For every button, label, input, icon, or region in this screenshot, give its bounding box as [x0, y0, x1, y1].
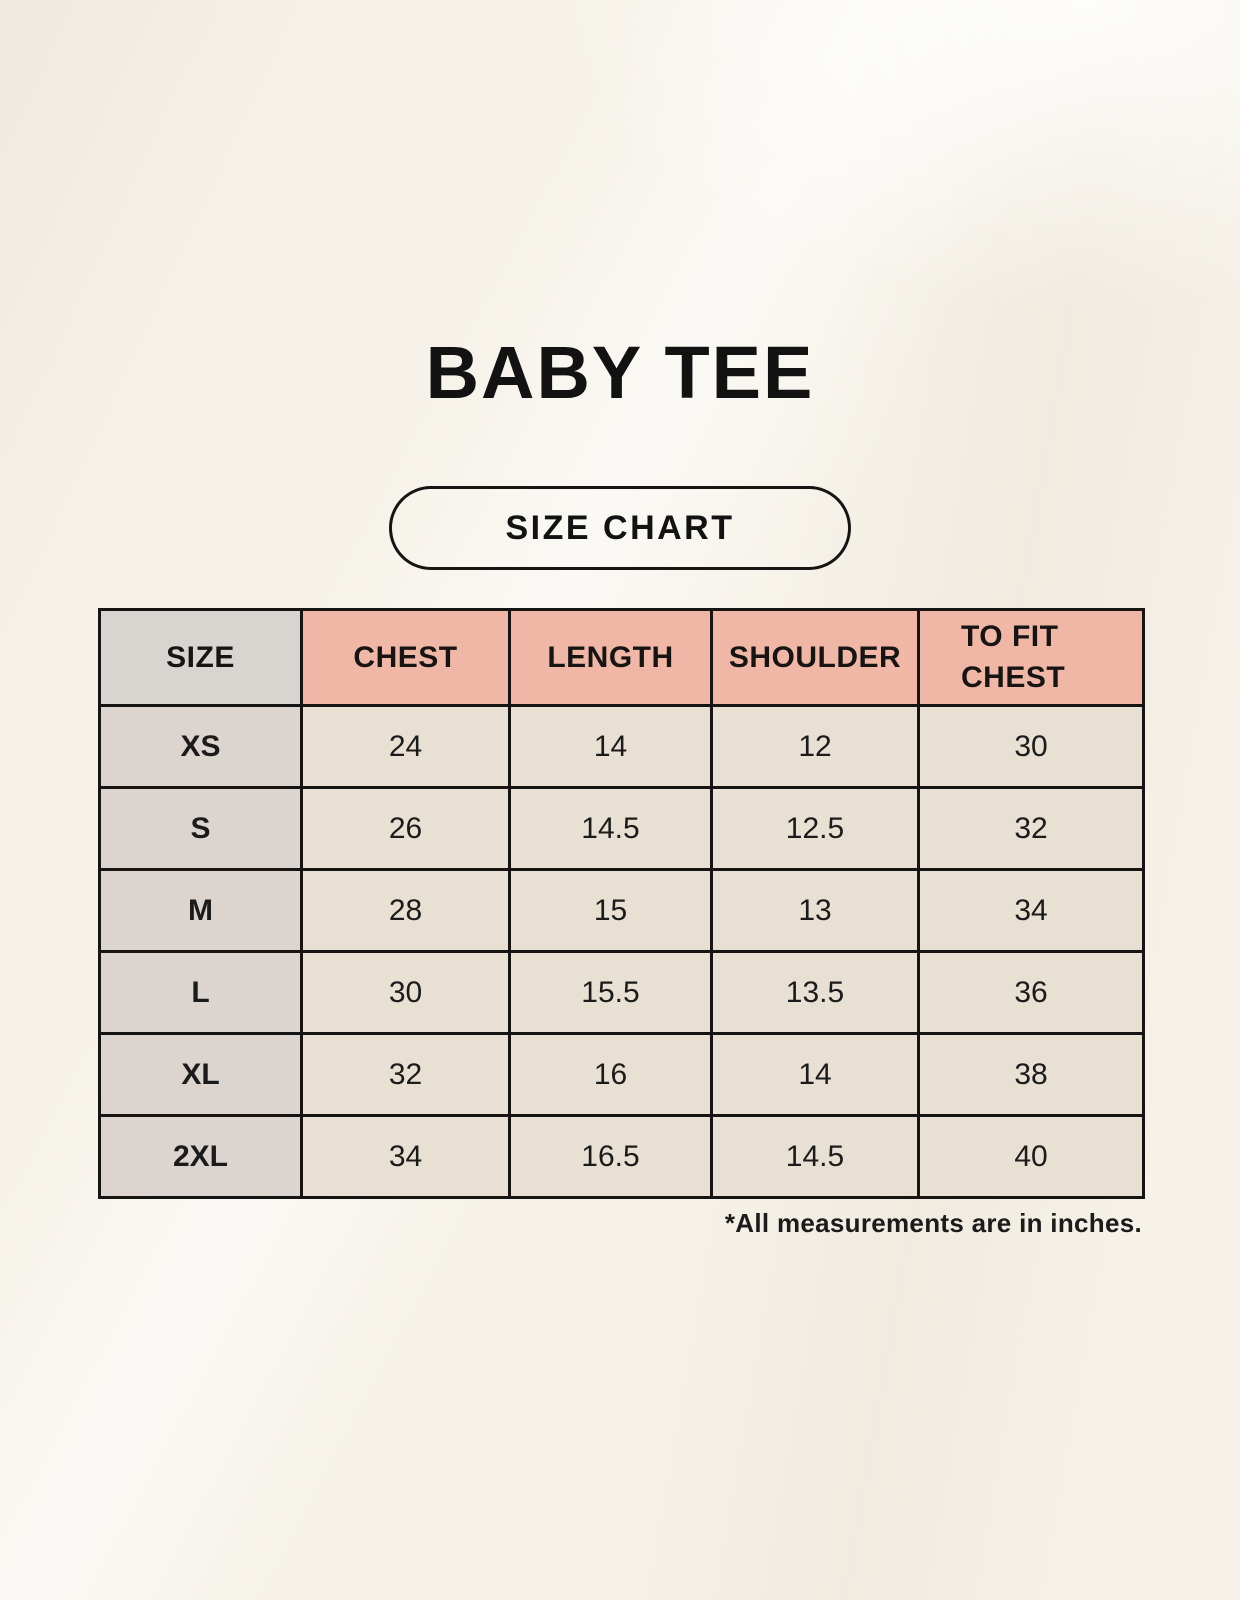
table-cell: 16.5: [508, 1114, 713, 1199]
table-cell: 12: [710, 704, 920, 789]
table-cell: 13.5: [710, 950, 920, 1035]
table-row-2xl: 2XL 34 16.5 14.5 40: [98, 1114, 1145, 1199]
size-chart-button[interactable]: SIZE CHART: [389, 486, 851, 570]
table-cell: 15: [508, 868, 713, 953]
table-cell: 13: [710, 868, 920, 953]
header-row: SIZE CHEST LENGTH SHOULDER TO FIT CHEST: [98, 608, 1145, 707]
size-label: L: [98, 950, 303, 1035]
column-header-size: SIZE: [98, 608, 303, 707]
size-label: S: [98, 786, 303, 871]
size-label: XS: [98, 704, 303, 789]
column-header-to-fit-chest: TO FIT CHEST: [917, 608, 1145, 707]
table-cell: 28: [300, 868, 511, 953]
table-cell: 14.5: [508, 786, 713, 871]
table-cell: 38: [917, 1032, 1145, 1117]
table-cell: 30: [917, 704, 1145, 789]
size-chart-button-label: SIZE CHART: [505, 508, 735, 547]
table-cell: 32: [300, 1032, 511, 1117]
table-row-xl: XL 32 16 14 38: [98, 1032, 1145, 1117]
table-cell: 36: [917, 950, 1145, 1035]
table-cell: 30: [300, 950, 511, 1035]
measurements-footnote: *All measurements are in inches.: [724, 1208, 1142, 1238]
size-chart-page: BABY TEE SIZE CHART SIZE CHEST LENGTH SH…: [98, 0, 1145, 1239]
table-cell: 40: [917, 1114, 1145, 1199]
table-cell: 34: [300, 1114, 511, 1199]
size-label: XL: [98, 1032, 303, 1117]
table-cell: 24: [300, 704, 511, 789]
table-cell: 32: [917, 786, 1145, 871]
table-cell: 12.5: [710, 786, 920, 871]
size-label: M: [98, 868, 303, 953]
table-cell: 34: [917, 868, 1145, 953]
column-header-length: LENGTH: [508, 608, 713, 707]
table-row-s: S 26 14.5 12.5 32: [98, 786, 1145, 871]
column-header-shoulder: SHOULDER: [710, 608, 920, 707]
table-row-l: L 30 15.5 13.5 36: [98, 950, 1145, 1035]
table-cell: 15.5: [508, 950, 713, 1035]
table-cell: 26: [300, 786, 511, 871]
size-label: 2XL: [98, 1114, 303, 1199]
table-cell: 14.5: [710, 1114, 920, 1199]
size-table: SIZE CHEST LENGTH SHOULDER TO FIT CHEST …: [98, 608, 1145, 1199]
column-header-chest: CHEST: [300, 608, 511, 707]
table-cell: 16: [508, 1032, 713, 1117]
table-cell: 14: [508, 704, 713, 789]
table-row-xs: XS 24 14 12 30: [98, 704, 1145, 789]
table-cell: 14: [710, 1032, 920, 1117]
page-title: BABY TEE: [425, 331, 815, 414]
table-row-m: M 28 15 13 34: [98, 868, 1145, 953]
